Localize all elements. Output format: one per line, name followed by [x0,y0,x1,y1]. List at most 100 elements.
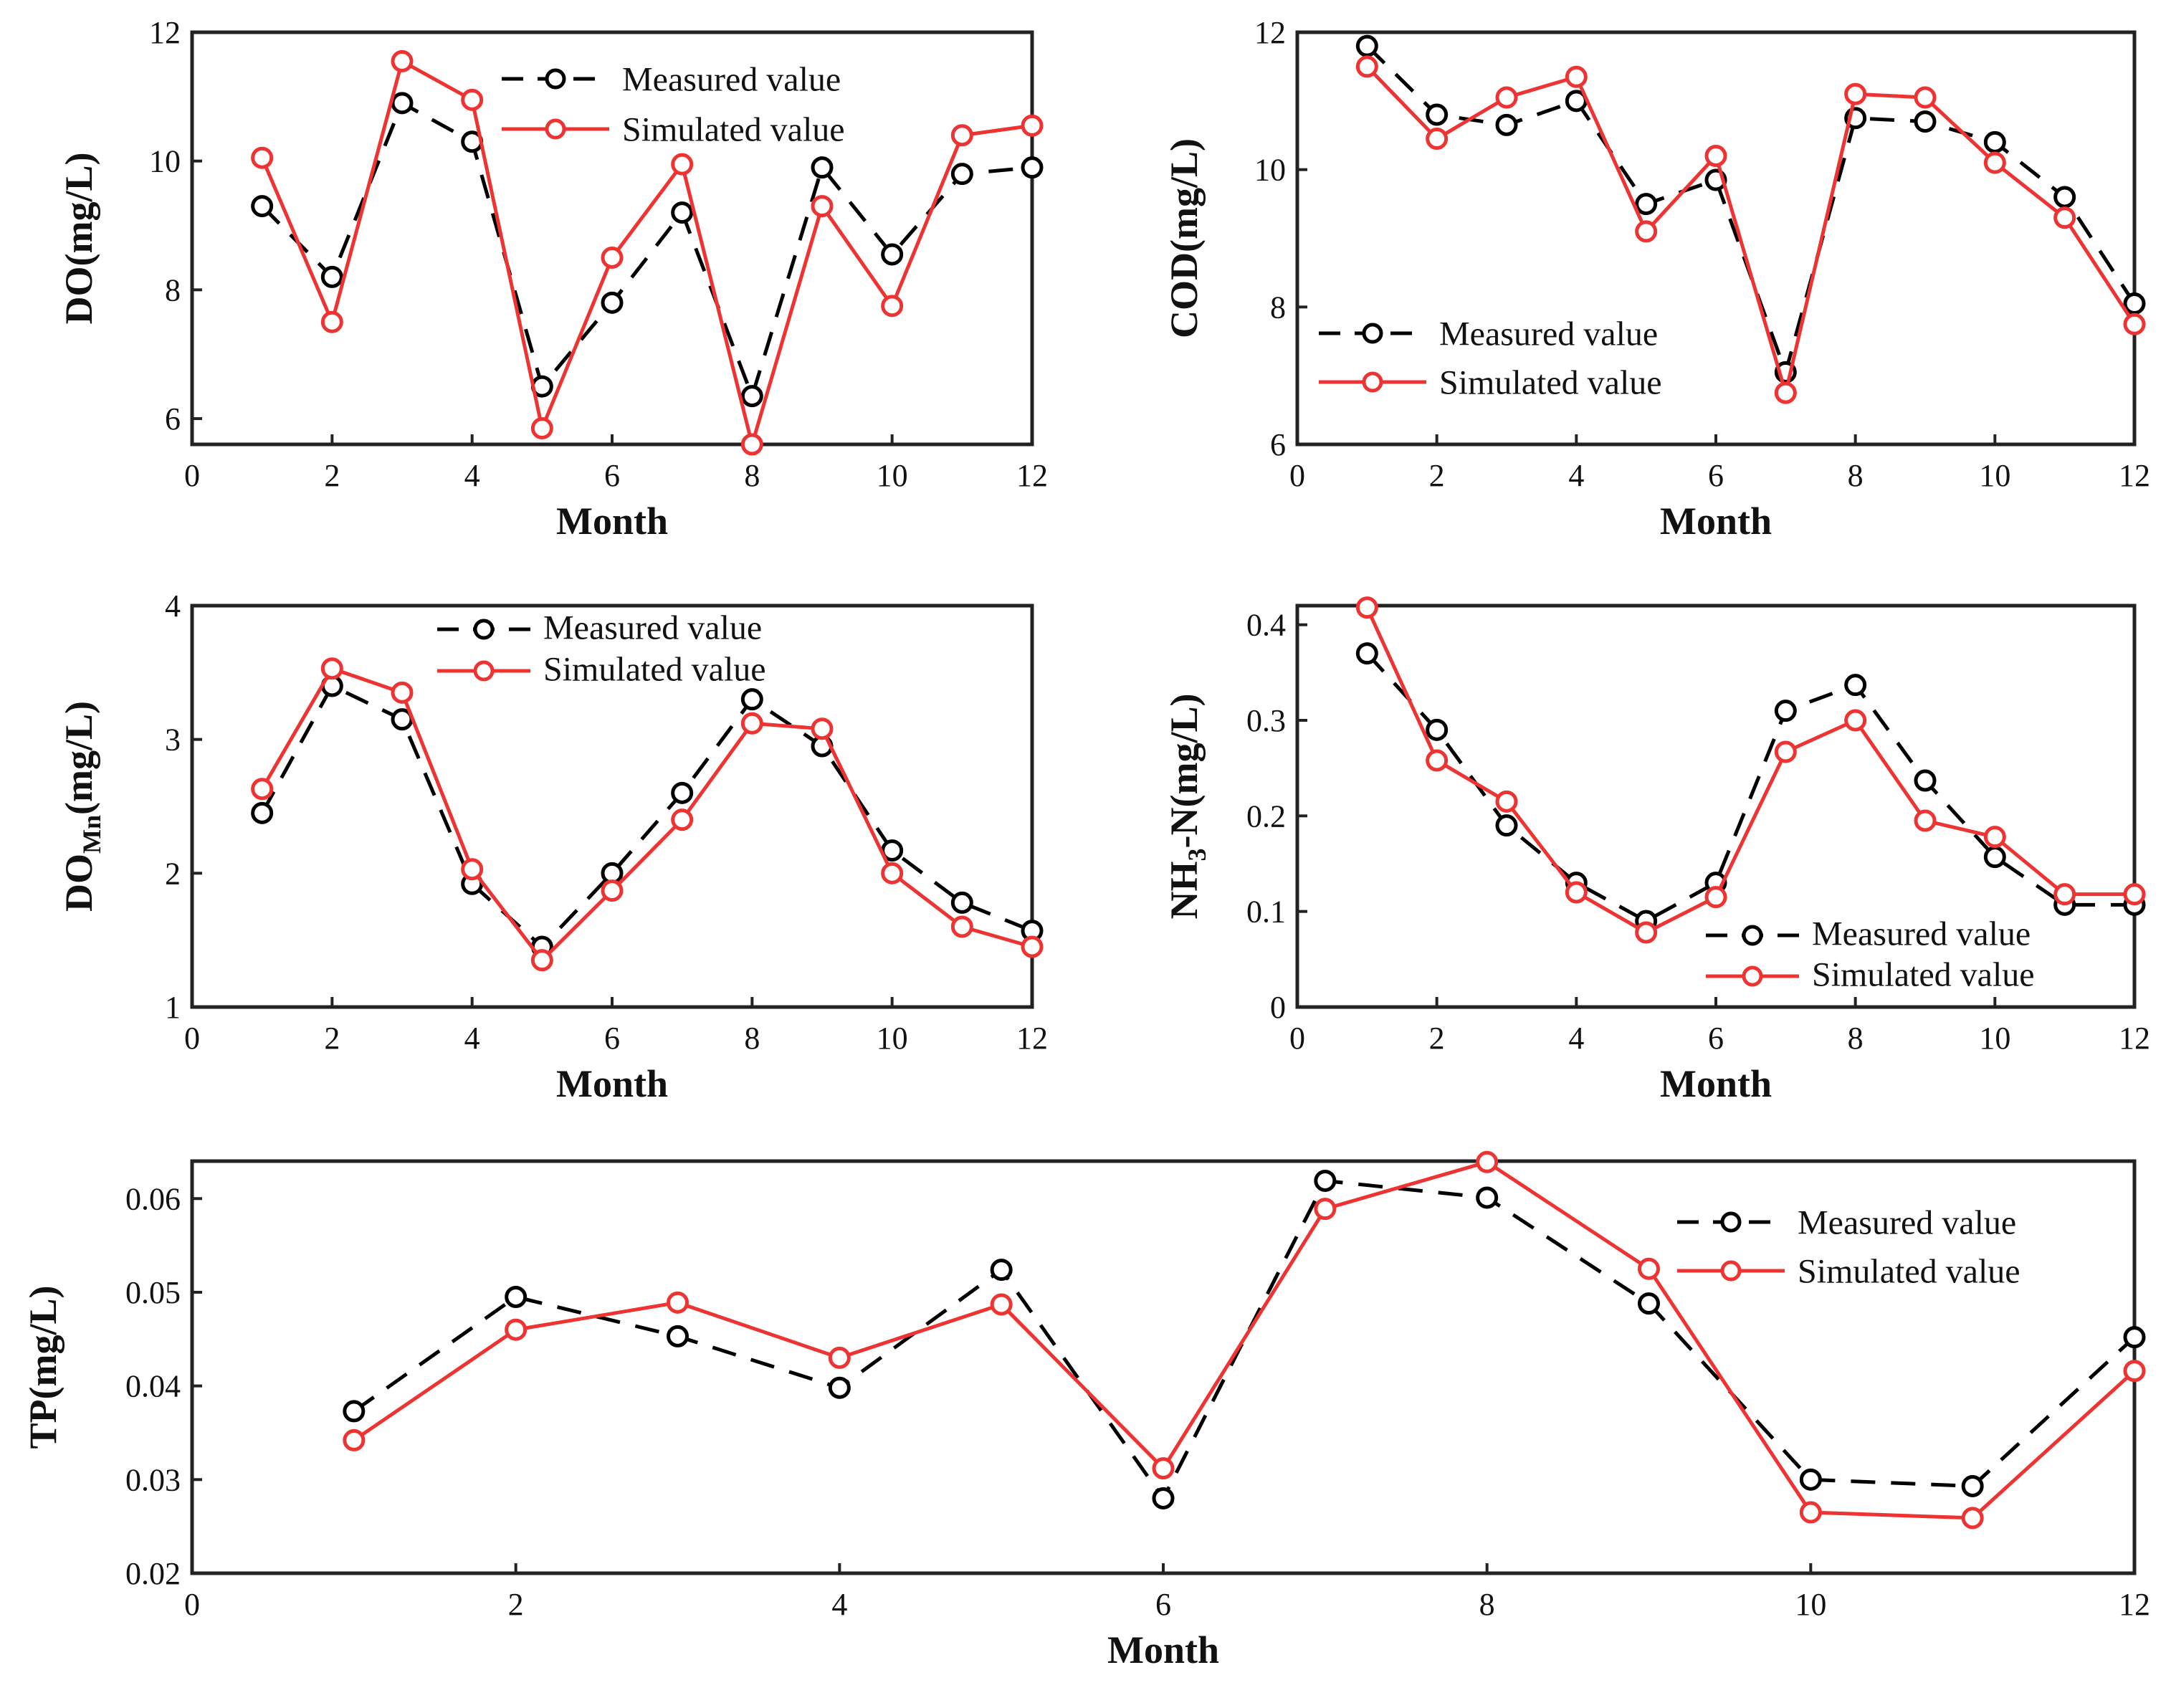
x-tick-label: 6 [604,1021,620,1056]
data-point [1426,718,1449,741]
data-point [1314,1169,1337,1192]
legend-label: Simulated value [1812,956,2035,994]
x-tick-label: 4 [1568,458,1584,493]
data-point [1914,809,1937,832]
data-point [1844,709,1867,732]
y-tick-label: 1 [165,990,181,1025]
y-axis-label-main: NH [1163,861,1206,919]
data-point [1914,86,1937,109]
x-tick-label: 2 [324,1021,340,1056]
data-point [320,265,343,288]
y-axis-label-rest: (mg/L) [57,701,100,815]
y-tick-label: 2 [165,856,181,891]
data-point [1635,921,1658,944]
data-point [1961,1507,1984,1530]
data-point [990,1293,1013,1316]
y-tick-label: 0.06 [125,1181,181,1216]
legend-marker [1720,1211,1742,1233]
y-axis-label-main: DO [57,854,100,912]
x-tick-label: 8 [744,1021,760,1056]
y-tick-label: 12 [1254,15,1286,50]
data-point [320,657,343,680]
data-point [530,417,553,440]
x-tick-label: 10 [1979,458,2010,493]
x-tick-label: 2 [324,458,340,493]
data-point [2123,1326,2146,1349]
legend-label: Measured value [1812,915,2031,953]
legend-marker [545,68,566,90]
y-axis-label-rest: -N(mg/L) [1163,694,1206,849]
data-point [2123,313,2146,335]
y-axis-label-subscript: 3 [1183,848,1211,861]
data-point [251,778,274,801]
series-line-1 [353,1178,2136,1500]
data-point [1704,145,1727,167]
data-point [1635,220,1658,243]
data-point [601,879,624,902]
legend-marker [1742,925,1763,946]
y-tick-label: 6 [165,401,181,436]
data-point [1495,814,1518,837]
data-point [1914,769,1937,792]
legend-label: Simulated value [622,110,845,148]
x-tick-label: 12 [1016,1021,1048,1056]
y-tick-label: 0.02 [125,1556,181,1591]
data-point [667,1325,689,1347]
data-point [1983,826,2006,849]
x-axis-label: Month [1107,1628,1219,1671]
data-point [1774,740,1797,763]
data-point [1152,1487,1175,1509]
data-point [1314,1198,1337,1221]
legend-marker [545,118,566,140]
y-tick-label: 0.05 [125,1275,181,1310]
data-point [1355,642,1378,665]
data-point [530,949,553,972]
data-point [461,88,484,111]
x-tick-label: 0 [1289,1021,1305,1056]
x-tick-label: 4 [464,458,480,493]
data-point [1635,193,1658,216]
y-tick-label: 0.1 [1246,894,1286,930]
data-point [990,1259,1013,1282]
y-tick-label: 10 [1254,153,1286,188]
data-point [950,124,973,147]
legend-marker [1362,371,1383,393]
x-tick-label: 6 [1708,1021,1724,1056]
data-point [601,246,624,269]
series-line-1 [260,684,1033,949]
series-line-2 [260,667,1033,963]
data-point [251,195,274,218]
data-point [950,891,973,914]
y-axis-label: DOMn(mg/L) [57,701,106,912]
data-point [671,201,694,224]
data-point [1844,674,1867,697]
data-point [601,291,624,314]
data-point [1021,935,1044,958]
data-point [1844,82,1867,105]
data-point [391,49,414,72]
x-tick-label: 10 [877,1021,908,1056]
chart-panel-5: 0 2 4 6 8 10 12 0.02 0.03 0.04 0.05 0.06 Month TP(mg/… [22,1150,2150,1671]
x-tick-label: 12 [2119,1587,2150,1622]
data-point [343,1400,366,1423]
data-point [1426,128,1449,151]
x-tick-label: 8 [1848,1021,1864,1056]
y-tick-label: 6 [1270,427,1286,462]
data-point [391,681,414,704]
data-point [2123,883,2146,906]
data-point [740,385,763,408]
legend-label: Measured value [543,609,762,647]
data-point [671,808,694,831]
data-point [1355,55,1378,78]
series-line-2 [260,59,1033,447]
data-point [1983,846,2006,869]
data-point [1638,1257,1660,1280]
chart-panel-1: 0 2 4 6 8 10 12 6 8 10 12 Month DO(mg/L) Measured val… [57,15,1048,543]
series-line-2 [1365,606,2134,935]
legend-label: Measured value [1798,1203,2016,1241]
data-point [1021,114,1044,137]
x-tick-label: 8 [1848,458,1864,493]
data-point [1021,156,1044,179]
data-point [1983,130,2006,153]
